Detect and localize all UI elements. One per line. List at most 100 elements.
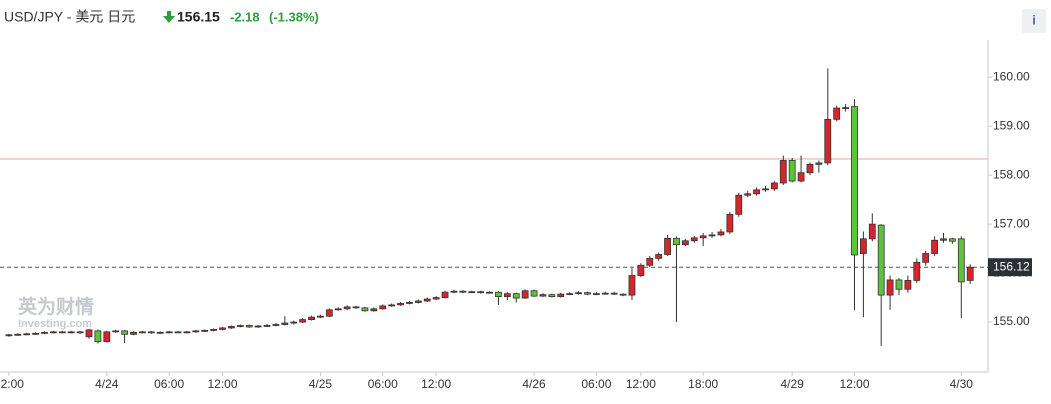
candle-body [966,266,974,281]
candle-body [219,327,226,330]
candle-body [717,231,725,236]
candle-body [592,293,600,296]
candle-body [495,291,502,297]
candle-body [512,293,520,299]
candle-body [940,238,947,241]
candle-body [14,333,22,336]
candle-body [192,330,200,333]
candle-body [548,294,556,297]
candle-body [441,291,449,298]
x-tick-label: 12:00 [0,377,24,391]
candle-body [121,330,129,335]
candle-body [23,333,31,336]
y-tick-label: 157.00 [993,216,1030,230]
info-icon[interactable]: i [1032,12,1036,27]
candle-body [397,303,404,306]
candle-body [673,237,680,246]
x-tick-label: 06:00 [581,377,611,391]
candle-body [895,279,903,290]
x-tick-label: 12:00 [626,377,656,391]
candle-body [931,239,938,254]
candle-body [201,329,209,332]
x-tick-label: 4/24 [95,377,119,391]
candle-body [58,331,66,334]
candle-body [94,330,102,343]
candle-body [957,238,965,283]
candle-body [824,118,832,164]
candle-body [922,253,930,263]
chart-title: USD/JPY - 美元 日元 [4,9,135,25]
candle-body [406,302,413,304]
candle-body [423,298,431,302]
candle-body [370,308,378,312]
candle-body [948,238,956,242]
x-tick-label: 18:00 [688,377,718,391]
candle-body [619,293,627,296]
candle-body [290,321,298,324]
candle-body [646,257,654,266]
candle-body [281,322,289,325]
candle-body [726,213,734,233]
candle-body [450,290,458,293]
x-tick-label: 4/25 [309,377,333,391]
candle-body [477,291,485,294]
candle-body [334,308,342,311]
candle-body [147,331,155,334]
info-button[interactable] [1022,9,1046,33]
price: 156.15 [177,9,220,25]
candle-body [664,237,671,255]
candle-body [272,324,280,326]
candle-body [139,331,146,334]
candle-body [842,107,849,109]
x-tick-label: 12:00 [208,377,238,391]
plot-area [0,68,988,347]
candle-body [165,331,173,334]
candle-body [788,160,796,182]
candle-body [85,329,93,338]
x-tick-label: 4/26 [522,377,546,391]
candle-body [521,290,529,299]
watermark-cn: 英为财情 [18,295,94,318]
candle-body [601,292,609,295]
candle-body [851,106,858,256]
candle-body [67,331,75,334]
candle-body [770,182,778,190]
x-tick-label: 12:00 [839,377,869,391]
candle-body [361,307,369,312]
candle-body [343,306,351,310]
candle-body [539,294,547,297]
candle-body [352,306,360,309]
candle-body [877,224,885,296]
candle-body [5,334,13,337]
candle-body [797,172,805,182]
candle-body [308,316,315,321]
candle-body [681,240,689,246]
x-tick-label: 4/30 [950,377,974,391]
candle-body [41,331,48,334]
candle-body [575,292,582,295]
candle-body [628,275,636,296]
candle-body [566,293,574,296]
last-price-box [988,258,1032,277]
candle-body [183,331,191,334]
down-arrow-icon [163,11,175,23]
candle-body [468,291,476,294]
candle-body [459,290,467,293]
candle-body [112,330,120,333]
candle-body [886,279,894,296]
candle-body [103,331,111,343]
x-tick-label: 06:00 [154,377,184,391]
candle-body [228,326,235,329]
candle-body [904,280,912,290]
candle-body [317,315,324,318]
candle-body [236,325,244,327]
candle-body [414,300,422,303]
candle-body [913,261,921,281]
candle-body [735,194,743,215]
candle-body [210,328,218,331]
y-tick-label: 158.00 [993,167,1030,181]
candle-body [130,331,137,335]
candle-body [744,193,752,196]
